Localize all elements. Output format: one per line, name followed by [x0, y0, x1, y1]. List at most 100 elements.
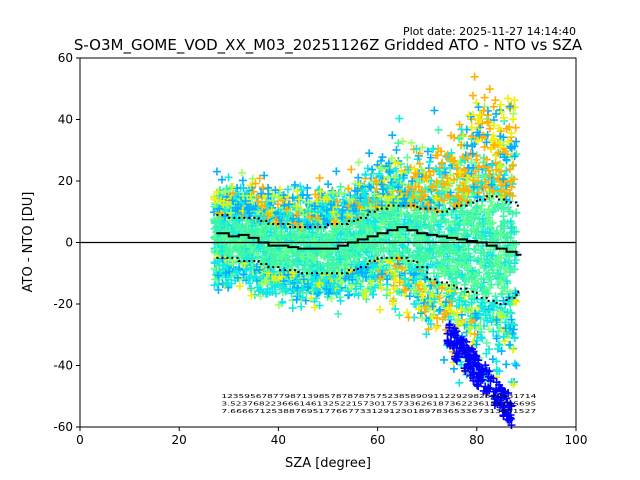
- scatter-point: [473, 381, 482, 390]
- median-curve: [216, 226, 522, 256]
- scatter-point: [395, 114, 404, 123]
- scatter-point: [253, 283, 262, 292]
- scatter-point: [458, 270, 467, 279]
- scatter-point: [337, 279, 346, 288]
- scatter-point: [502, 277, 511, 286]
- scatter-point: [484, 166, 493, 175]
- scatter-point: [473, 128, 482, 137]
- scatter-point: [238, 176, 247, 185]
- scatter-point: [425, 167, 434, 176]
- scatter-point: [293, 276, 302, 285]
- scatter-point: [486, 218, 495, 227]
- scatter-point: [401, 291, 410, 300]
- scatter-point: [455, 254, 464, 263]
- scatter-point: [409, 285, 418, 294]
- scatter-point: [430, 295, 439, 304]
- scatter-point: [245, 209, 254, 218]
- scatter-point: [299, 265, 308, 274]
- scatter-point: [334, 309, 343, 318]
- scatter-point: [377, 180, 386, 189]
- scatter-point: [495, 139, 504, 148]
- scatter-point: [350, 202, 359, 211]
- scatter-point: [417, 186, 426, 195]
- scatter-point: [474, 278, 483, 287]
- scatter-point: [417, 309, 426, 318]
- scatter-point: [422, 173, 431, 182]
- scatter-point: [336, 255, 345, 264]
- scatter-point: [214, 271, 223, 280]
- scatter-point: [456, 272, 465, 281]
- scatter-point: [420, 283, 429, 292]
- scatter-point: [420, 307, 429, 316]
- scatter-point: [437, 147, 446, 156]
- scatter-point: [293, 187, 302, 196]
- scatter-point: [498, 284, 507, 293]
- scatter-point: [321, 201, 330, 210]
- scatter-point: [342, 258, 351, 267]
- scatter-point: [470, 329, 479, 338]
- scatter-point: [352, 253, 361, 262]
- scatter-point: [467, 284, 476, 293]
- scatter-point: [510, 259, 519, 268]
- scatter-point: [386, 217, 395, 226]
- scatter-point: [254, 287, 263, 296]
- scatter-point: [391, 261, 400, 270]
- scatter-point: [284, 249, 293, 258]
- scatter-point: [210, 258, 219, 267]
- scatter-point: [488, 202, 497, 211]
- scatter-point: [292, 295, 301, 304]
- scatter-point: [455, 378, 464, 387]
- scatter-point: [226, 208, 235, 217]
- scatter-point: [260, 243, 269, 252]
- scatter-point: [452, 278, 461, 287]
- scatter-point: [278, 281, 287, 290]
- scatter-point: [439, 355, 448, 364]
- scatter-point: [496, 100, 505, 109]
- scatter-point: [507, 223, 516, 232]
- x-axis: 0 20 40 60 80 100: [76, 427, 587, 447]
- scatter-point: [324, 211, 333, 220]
- scatter-point: [426, 153, 435, 162]
- scatter-point: [490, 141, 499, 150]
- scatter-point: [278, 267, 287, 276]
- scatter-point: [478, 214, 487, 223]
- scatter-point: [486, 171, 495, 180]
- scatter-point: [222, 279, 231, 288]
- scatter-point: [432, 252, 441, 261]
- scatter-point: [499, 332, 508, 341]
- scatter-point: [485, 210, 494, 219]
- scatter-point: [500, 337, 509, 346]
- scatter-point: [428, 226, 437, 235]
- scatter-point: [508, 222, 517, 231]
- scatter-point: [365, 221, 374, 230]
- scatter-point: [405, 266, 414, 275]
- scatter-point: [316, 187, 325, 196]
- scatter-point: [463, 154, 472, 163]
- scatter-point: [354, 291, 363, 300]
- scatter-point: [468, 91, 477, 100]
- scatter-point: [486, 255, 495, 264]
- scatter-point: [361, 242, 370, 251]
- scatter-point: [493, 272, 502, 281]
- scatter-point: [261, 253, 270, 262]
- scatter-point: [426, 296, 435, 305]
- scatter-point: [416, 195, 425, 204]
- scatter-point: [395, 255, 404, 264]
- scatter-point: [506, 165, 515, 174]
- scatter-point: [266, 228, 275, 237]
- upper-percentile-curve: [216, 195, 522, 229]
- scatter-point: [332, 167, 341, 176]
- scatter-point: [482, 389, 491, 398]
- scatter-point: [427, 182, 436, 191]
- scatter-point: [508, 209, 517, 218]
- scatter-point: [504, 137, 513, 146]
- scatter-point: [283, 216, 292, 225]
- scatter-point: [365, 182, 374, 191]
- scatter-point: [271, 289, 280, 298]
- scatter-point: [503, 94, 512, 103]
- scatter-point: [500, 224, 509, 233]
- scatter-point: [495, 261, 504, 270]
- scatter-point: [323, 233, 332, 242]
- scatter-point: [444, 304, 453, 313]
- scatter-point: [492, 315, 501, 324]
